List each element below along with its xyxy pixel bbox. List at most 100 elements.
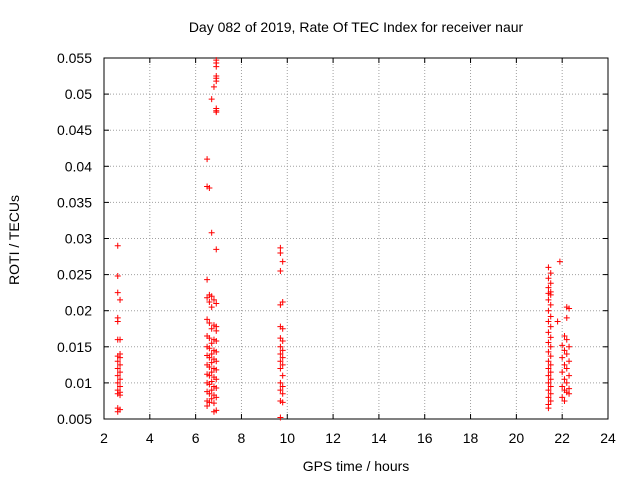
data-point xyxy=(114,372,121,379)
data-point xyxy=(559,354,566,361)
data-point xyxy=(561,332,568,339)
data-point xyxy=(545,284,552,291)
data-point xyxy=(114,273,121,280)
data-point xyxy=(204,276,211,283)
data-point xyxy=(117,369,124,376)
data-point xyxy=(208,293,215,300)
data-point xyxy=(213,327,220,334)
data-point xyxy=(547,301,554,308)
x-tick-label: 14 xyxy=(371,430,387,446)
data-point xyxy=(561,361,568,368)
x-tick-label: 6 xyxy=(192,430,200,446)
data-point xyxy=(277,365,284,372)
data-point xyxy=(213,358,220,365)
data-point xyxy=(554,318,561,325)
data-point xyxy=(117,296,124,303)
x-tick-label: 10 xyxy=(279,430,295,446)
data-point xyxy=(545,329,552,336)
data-point xyxy=(213,376,220,383)
y-tick-label: 0.055 xyxy=(57,50,92,66)
data-point xyxy=(277,358,284,365)
data-point xyxy=(117,383,124,390)
data-point xyxy=(566,390,573,397)
y-tick-label: 0.05 xyxy=(65,86,92,102)
data-point xyxy=(561,376,568,383)
data-point xyxy=(204,403,211,410)
data-point xyxy=(279,383,286,390)
data-points xyxy=(114,57,573,421)
data-point xyxy=(547,334,554,341)
data-point xyxy=(213,394,220,401)
y-tick-label: 0.045 xyxy=(57,122,92,138)
data-point xyxy=(566,343,573,350)
data-point xyxy=(556,258,563,265)
data-point xyxy=(206,364,213,371)
data-point xyxy=(213,384,220,391)
data-point xyxy=(559,383,566,390)
data-point xyxy=(213,109,220,116)
data-point xyxy=(204,316,211,323)
data-point xyxy=(114,242,121,249)
data-point xyxy=(566,305,573,312)
data-point xyxy=(547,323,554,330)
data-point xyxy=(279,338,286,345)
data-point xyxy=(117,354,124,361)
data-point xyxy=(277,387,284,394)
x-tick-labels: 2 4 6 8 10 12 14 16 18 20 22 24 xyxy=(100,430,616,446)
data-point xyxy=(561,347,568,354)
x-tick-label: 12 xyxy=(325,430,341,446)
y-tick-labels: 0.005 0.01 0.015 0.02 0.025 0.03 0.035 0.04 0.04… xyxy=(57,50,92,427)
data-point xyxy=(210,296,217,303)
data-point xyxy=(545,307,552,314)
x-tick-label: 8 xyxy=(238,430,246,446)
data-point xyxy=(547,280,554,287)
grid-lines xyxy=(104,58,608,419)
data-point xyxy=(547,369,554,376)
data-point xyxy=(547,361,554,368)
x-tick-label: 4 xyxy=(146,430,154,446)
data-point xyxy=(561,397,568,404)
data-point xyxy=(206,399,213,406)
data-point xyxy=(208,325,215,332)
data-point xyxy=(213,366,220,373)
y-tick-label: 0.005 xyxy=(57,411,92,427)
data-point xyxy=(114,336,121,343)
data-point xyxy=(279,325,286,332)
data-point xyxy=(204,294,211,301)
chart-title: Day 082 of 2019, Rate Of TEC Index for r… xyxy=(189,19,524,35)
data-point xyxy=(206,381,213,388)
data-point xyxy=(208,304,215,311)
y-tick-label: 0.035 xyxy=(57,194,92,210)
data-point xyxy=(206,372,213,379)
data-point xyxy=(277,414,284,421)
data-point xyxy=(279,390,286,397)
data-point xyxy=(279,258,286,265)
data-point xyxy=(545,394,552,401)
data-point xyxy=(114,358,121,365)
x-tick-label: 2 xyxy=(100,430,108,446)
data-point xyxy=(114,318,121,325)
y-tick-label: 0.025 xyxy=(57,267,92,283)
data-point xyxy=(545,275,552,282)
data-point xyxy=(117,392,124,399)
x-tick-label: 16 xyxy=(417,430,433,446)
data-point xyxy=(210,83,217,90)
data-point xyxy=(114,408,121,415)
data-point xyxy=(277,267,284,274)
data-point xyxy=(545,358,552,365)
data-point xyxy=(545,264,552,271)
data-point xyxy=(545,339,552,346)
x-tick-label: 24 xyxy=(600,430,616,446)
data-point xyxy=(210,408,217,415)
data-point xyxy=(208,395,215,402)
data-point xyxy=(208,96,215,103)
data-point xyxy=(545,296,552,303)
data-point xyxy=(206,390,213,397)
data-point xyxy=(213,348,220,355)
data-point xyxy=(213,246,220,253)
data-point xyxy=(279,399,286,406)
data-point xyxy=(114,289,121,296)
data-point xyxy=(547,291,554,298)
data-point xyxy=(208,369,215,376)
